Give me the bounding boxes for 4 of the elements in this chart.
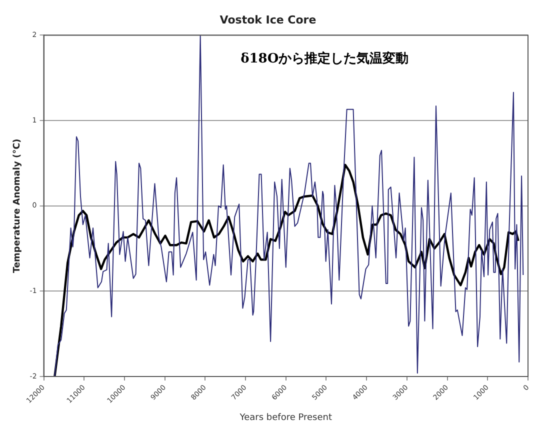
y-axis-title: Temperature Anomaly (°C)	[12, 138, 23, 274]
annotation: δ18Oから推定した気温変動	[240, 50, 409, 67]
chart-title: Vostok Ice Core	[220, 13, 316, 26]
x-axis-title: Years before Present	[238, 412, 332, 423]
